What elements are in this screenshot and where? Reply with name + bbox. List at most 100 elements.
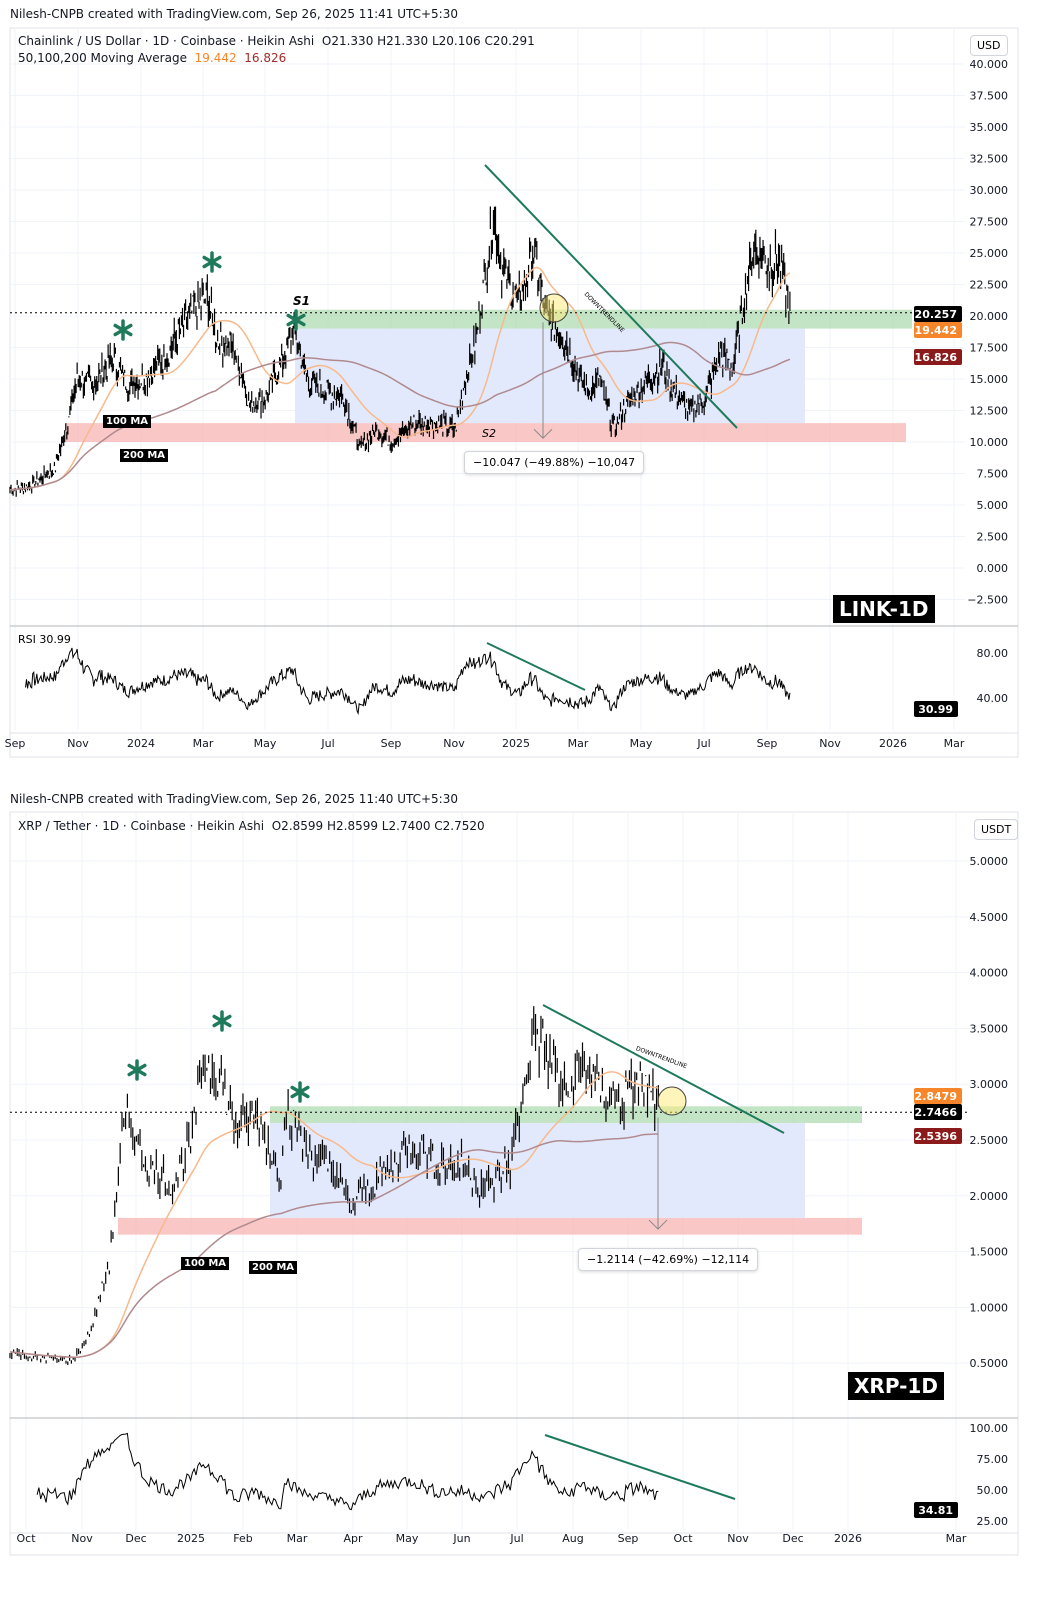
x-tick-label: Feb xyxy=(233,1532,252,1545)
y-tick-label: 4.5000 xyxy=(970,911,1009,924)
measure-label: −10.047 (−49.88%) −10,047 xyxy=(464,451,645,474)
star-marker-icon xyxy=(202,251,222,273)
x-tick-label: Dec xyxy=(125,1532,146,1545)
y-tick-label: 20.000 xyxy=(970,310,1009,323)
x-tick-label: Nov xyxy=(71,1532,93,1545)
measure-arrowhead xyxy=(533,428,553,439)
chart-tag: LINK-1D xyxy=(833,595,935,623)
ma200-value: 16.826 xyxy=(244,51,287,65)
attribution: Nilesh-CNPB created with TradingView.com… xyxy=(10,792,458,806)
measure-arrowhead xyxy=(648,1219,668,1230)
range-box xyxy=(270,1123,805,1218)
x-tick-label: Jul xyxy=(509,1532,523,1545)
price-badge-label: 2.8479 xyxy=(915,1090,957,1103)
measure-label: −1.2114 (−42.69%) −12,114 xyxy=(578,1248,759,1271)
x-tick-label: Mar xyxy=(287,1532,308,1545)
symbol-title[interactable]: XRP / Tether · 1D · Coinbase · Heikin As… xyxy=(18,819,265,833)
chart-tag: XRP-1D xyxy=(848,1372,944,1400)
x-tick-label: Oct xyxy=(673,1532,693,1545)
x-tick-label: Sep xyxy=(757,737,778,750)
ohlc-values: O2.8599 H2.8599 L2.7400 C2.7520 xyxy=(271,819,485,833)
x-tick-label: Sep xyxy=(618,1532,639,1545)
price-badge xyxy=(914,349,962,365)
y-tick-label: 2.5000 xyxy=(970,1134,1009,1147)
price-badge-label: 19.442 xyxy=(915,324,957,337)
star-marker-icon xyxy=(113,319,133,341)
symbol-title[interactable]: Chainlink / US Dollar · 1D · Coinbase · … xyxy=(18,34,315,48)
x-tick-label: Jul xyxy=(696,737,710,750)
rsi-tick-label: 25.00 xyxy=(977,1515,1009,1528)
x-tick-label: May xyxy=(396,1532,419,1545)
x-tick-label: 2025 xyxy=(502,737,530,750)
x-tick-label: 2026 xyxy=(834,1532,862,1545)
downtrend-line xyxy=(484,164,738,429)
y-tick-label: 37.500 xyxy=(970,90,1009,103)
rsi-badge xyxy=(914,1502,958,1518)
x-tick-label: May xyxy=(630,737,653,750)
ma200-line xyxy=(9,1133,659,1359)
y-tick-label: 40.000 xyxy=(970,58,1009,71)
y-tick-label: 1.5000 xyxy=(970,1246,1009,1259)
rsi-tick-label: 80.00 xyxy=(977,647,1009,660)
symbol-legend: Chainlink / US Dollar · 1D · Coinbase · … xyxy=(18,33,535,67)
s2-label: S2 xyxy=(482,427,496,440)
x-tick-label: Sep xyxy=(5,737,26,750)
y-tick-label: 4.0000 xyxy=(970,967,1009,980)
ma200-label: 200 MA xyxy=(120,449,169,462)
ma-legend[interactable]: 50,100,200 Moving Average xyxy=(18,51,187,65)
price-badge-label: 2.5396 xyxy=(915,1130,958,1143)
y-tick-label: 17.500 xyxy=(970,342,1009,355)
rsi-line xyxy=(36,1432,659,1511)
rsi-tick-label: 50.00 xyxy=(977,1484,1009,1497)
y-tick-label: 2.500 xyxy=(977,531,1009,544)
x-tick-label: Dec xyxy=(782,1532,803,1545)
s1-label: S1 xyxy=(293,294,310,308)
ma200-label: 200 MA xyxy=(249,1261,298,1274)
rsi-tick-label: 40.00 xyxy=(977,692,1009,705)
price-badge-label: 16.826 xyxy=(915,351,958,364)
rsi-value: 30.99 xyxy=(39,633,71,646)
currency-button[interactable]: USDT xyxy=(974,819,1019,840)
ma100-label: 100 MA xyxy=(103,415,152,428)
rsi-trend-line xyxy=(486,642,586,691)
price-badge xyxy=(914,1104,962,1120)
y-tick-label: 5.000 xyxy=(977,499,1009,512)
price-badge xyxy=(914,306,962,322)
x-tick-label: 2024 xyxy=(127,737,155,750)
x-tick-label: Nov xyxy=(443,737,465,750)
y-tick-label: 10.000 xyxy=(970,436,1009,449)
x-tick-label: 2026 xyxy=(879,737,907,750)
breakout-circle xyxy=(539,293,569,323)
price-badge xyxy=(914,1128,962,1144)
x-tick-label: Nov xyxy=(67,737,89,750)
rsi-badge-label: 34.81 xyxy=(918,1504,953,1517)
ma50-line xyxy=(9,1071,659,1359)
support-zone xyxy=(66,423,906,442)
x-tick-label: 2025 xyxy=(177,1532,205,1545)
price-badge xyxy=(914,322,962,338)
price-badge-label: 2.7466 xyxy=(915,1106,958,1119)
y-tick-label: 7.500 xyxy=(977,468,1009,481)
y-tick-label: 3.0000 xyxy=(970,1078,1009,1091)
rsi-badge xyxy=(914,701,958,717)
price-badge-label: 20.257 xyxy=(915,308,957,321)
downtrend-line xyxy=(542,1004,785,1134)
x-tick-label: Apr xyxy=(343,1532,363,1545)
y-tick-label: 35.000 xyxy=(970,121,1009,134)
rsi-line xyxy=(24,647,791,716)
x-tick-label: Nov xyxy=(819,737,841,750)
ma50-line xyxy=(9,266,791,491)
symbol-legend: XRP / Tether · 1D · Coinbase · Heikin As… xyxy=(18,818,485,835)
rsi-trend-line xyxy=(544,1434,736,1500)
currency-button[interactable]: USD xyxy=(970,35,1008,56)
y-tick-label: 3.5000 xyxy=(970,1022,1009,1035)
resistance-zone xyxy=(295,309,912,329)
y-tick-label: 1.0000 xyxy=(970,1301,1009,1314)
y-tick-label: −2.500 xyxy=(967,594,1008,607)
rsi-title: RSI xyxy=(18,633,36,646)
range-box xyxy=(295,328,805,424)
x-tick-label: Mar xyxy=(944,737,965,750)
chart-frame xyxy=(9,27,1019,758)
y-tick-label: 0.000 xyxy=(977,562,1009,575)
